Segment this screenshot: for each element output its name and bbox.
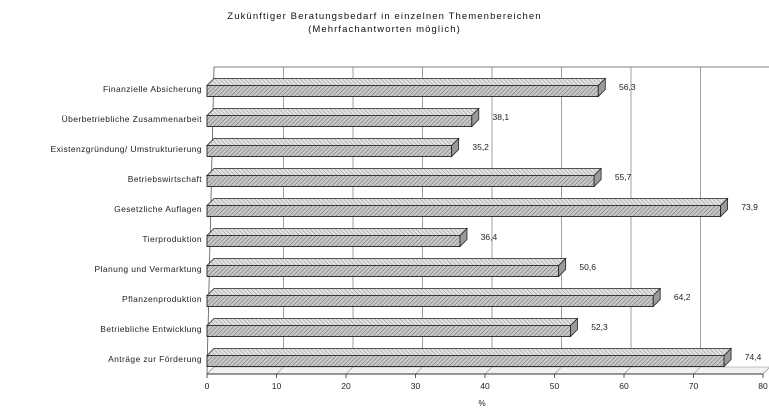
value-label: 56,3 bbox=[619, 82, 636, 92]
bar-top-face bbox=[206, 138, 460, 146]
bar-side-face bbox=[597, 77, 606, 98]
floor-gridline bbox=[206, 366, 215, 375]
x-tick-label: 0 bbox=[205, 381, 210, 391]
chart-title-block: Zukünftiger Beratungsbedarf in einzelnen… bbox=[0, 10, 769, 36]
category-label: Betriebliche Entwicklung bbox=[100, 324, 202, 334]
value-label: 55,7 bbox=[615, 172, 632, 182]
bar-top-face bbox=[206, 288, 662, 296]
x-tick-label: 50 bbox=[550, 381, 560, 391]
bar-side-face bbox=[558, 257, 567, 278]
bar bbox=[206, 295, 654, 307]
value-label: 50,6 bbox=[579, 262, 596, 272]
x-tick-label: 60 bbox=[619, 381, 629, 391]
bar-top-face bbox=[206, 318, 579, 326]
bar-side-face bbox=[451, 137, 460, 158]
bar-side-face bbox=[570, 317, 578, 338]
value-label: 74,4 bbox=[745, 352, 762, 362]
value-label: 52,3 bbox=[591, 322, 608, 332]
value-label: 64,2 bbox=[674, 292, 691, 302]
bar bbox=[206, 145, 453, 157]
floor-gridline bbox=[484, 366, 493, 375]
x-tick-label: 40 bbox=[480, 381, 490, 391]
value-label: 73,9 bbox=[741, 202, 758, 212]
category-label: Anträge zur Förderung bbox=[108, 354, 202, 364]
bar-side-face bbox=[459, 227, 468, 248]
bar-side-face bbox=[471, 107, 480, 128]
chart-subtitle: (Mehrfachantworten möglich) bbox=[308, 24, 461, 35]
value-label: 35,2 bbox=[472, 142, 489, 152]
bar-side-face bbox=[723, 347, 732, 368]
bar-top-face bbox=[206, 258, 567, 266]
bar bbox=[206, 235, 461, 247]
bar-side-face bbox=[720, 197, 729, 218]
category-label: Pflanzenproduktion bbox=[122, 294, 202, 304]
bar-top-face bbox=[206, 108, 480, 116]
chart-title: Zukünftiger Beratungsbedarf in einzelnen… bbox=[227, 11, 542, 22]
category-label: Existenzgründung/ Umstrukturierung bbox=[50, 144, 202, 154]
x-axis-label: % bbox=[478, 399, 485, 408]
x-tick-label: 20 bbox=[341, 381, 351, 391]
value-label: 38,1 bbox=[493, 112, 510, 122]
category-label: Planung und Vermarktung bbox=[95, 264, 203, 274]
x-tick-label: 10 bbox=[272, 381, 282, 391]
bar bbox=[206, 325, 571, 337]
category-label: Tierproduktion bbox=[142, 234, 202, 244]
bar bbox=[206, 85, 599, 97]
category-label: Überbetriebliche Zusammenarbeit bbox=[62, 114, 203, 124]
category-label: Betriebswirtschaft bbox=[128, 174, 203, 184]
bar-top-face bbox=[206, 168, 603, 176]
floor-gridline bbox=[276, 366, 284, 375]
floor-gridline bbox=[415, 366, 423, 375]
category-label: Finanzielle Absicherung bbox=[103, 84, 202, 94]
bar-side-face bbox=[593, 167, 602, 188]
bar bbox=[206, 265, 560, 277]
bar-top-face bbox=[206, 228, 468, 236]
bar-top-face bbox=[206, 198, 729, 206]
bar-top-face bbox=[206, 348, 733, 356]
bar bbox=[206, 175, 595, 187]
bar bbox=[206, 205, 722, 217]
floor-gridline bbox=[554, 366, 562, 375]
value-label: 36,4 bbox=[481, 232, 498, 242]
floor-gridline bbox=[345, 366, 354, 375]
x-tick-label: 70 bbox=[689, 381, 699, 391]
bar bbox=[206, 115, 473, 127]
category-label: Gesetzliche Auflagen bbox=[114, 204, 202, 214]
bar-side-face bbox=[652, 287, 661, 308]
bar bbox=[206, 355, 725, 367]
bar-top-face bbox=[206, 78, 607, 86]
x-tick-label: 30 bbox=[411, 381, 421, 391]
x-tick-label: 80 bbox=[758, 381, 768, 391]
floor-gridline bbox=[693, 366, 701, 375]
plot-floor bbox=[206, 366, 769, 375]
floor-gridline bbox=[623, 366, 632, 375]
